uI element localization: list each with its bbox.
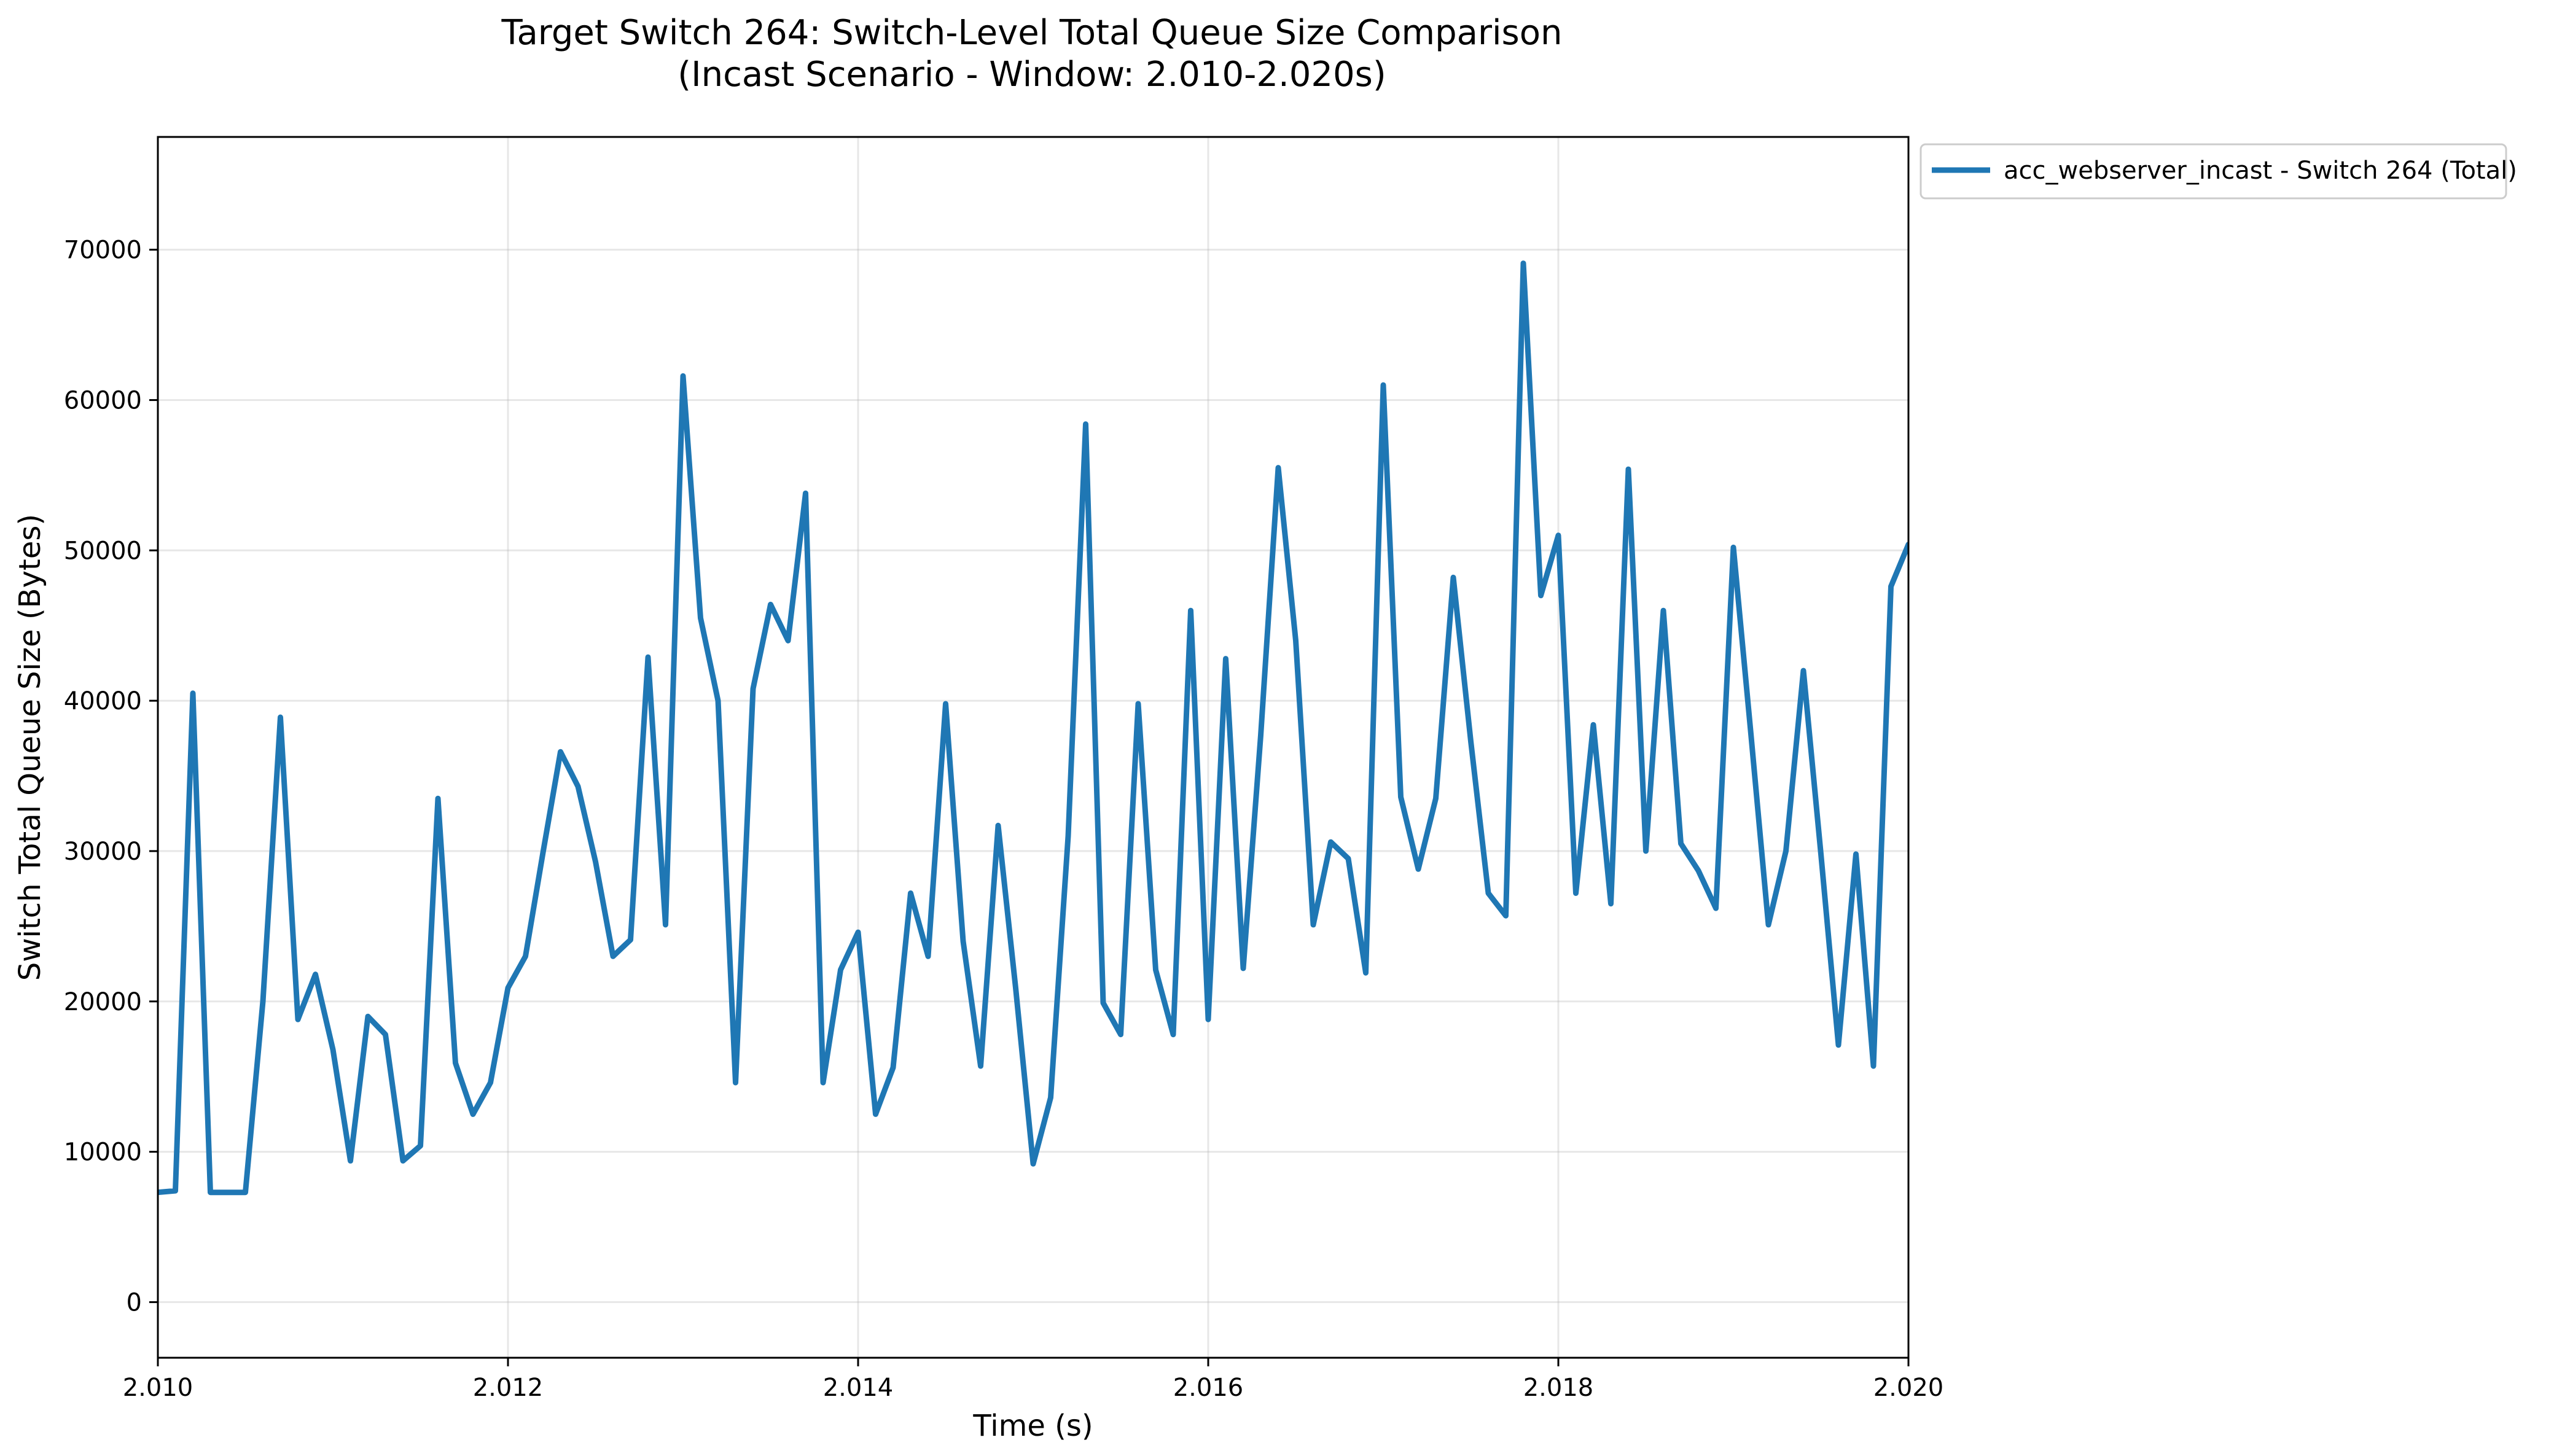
x-tick-label: 2.016 xyxy=(1173,1374,1244,1402)
y-axis-ticks: 0 10000 20000 30000 40000 50000 60000 70000 xyxy=(64,236,158,1317)
y-tick-label: 60000 xyxy=(64,386,142,415)
x-tick-label: 2.018 xyxy=(1523,1374,1594,1402)
y-tick-label: 70000 xyxy=(64,236,142,265)
legend: acc_webserver_incast - Switch 264 (Total… xyxy=(1920,143,2517,200)
y-tick-label: 10000 xyxy=(64,1139,142,1167)
legend-label: acc_webserver_incast - Switch 264 (Total… xyxy=(2004,157,2517,185)
y-tick-label: 50000 xyxy=(64,537,142,565)
x-tick-label: 2.014 xyxy=(823,1374,894,1402)
x-axis-label: Time (s) xyxy=(972,1409,1093,1443)
x-tick-label: 2.012 xyxy=(473,1374,544,1402)
y-tick-label: 40000 xyxy=(64,687,142,715)
x-axis-ticks: 2.010 2.012 2.014 2.016 2.018 2.020 xyxy=(123,1358,1944,1402)
chart-title: Target Switch 264: Switch-Level Total Qu… xyxy=(501,13,1563,53)
chart-subtitle: (Incast Scenario - Window: 2.010-2.020s) xyxy=(678,55,1386,95)
y-tick-label: 30000 xyxy=(64,838,142,866)
x-tick-label: 2.010 xyxy=(123,1374,193,1402)
series-line-acc-webserver-incast xyxy=(158,260,1908,1196)
y-tick-label: 0 xyxy=(127,1288,142,1317)
legend-box xyxy=(1920,143,2507,200)
x-tick-label: 2.020 xyxy=(1873,1374,1944,1402)
y-axis-label: Switch Total Queue Size (Bytes) xyxy=(13,514,47,981)
y-tick-label: 20000 xyxy=(64,988,142,1016)
plot-area-frame xyxy=(157,136,1910,1359)
